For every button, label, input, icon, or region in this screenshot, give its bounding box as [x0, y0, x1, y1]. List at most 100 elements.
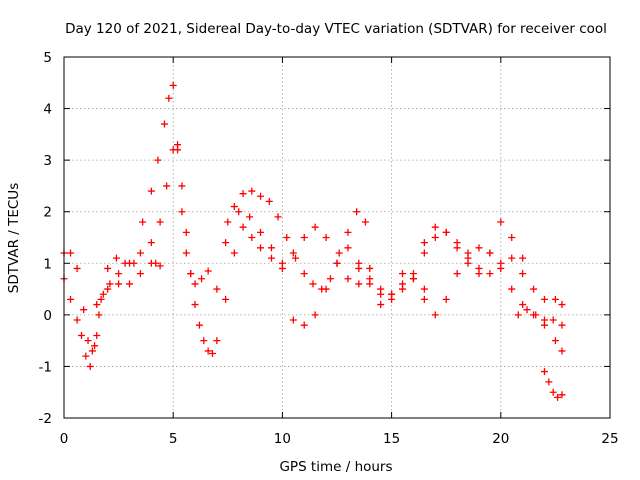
data-point: [274, 213, 282, 221]
data-point: [115, 270, 123, 278]
data-point: [147, 187, 155, 195]
data-point: [508, 254, 516, 262]
data-point: [147, 239, 155, 247]
data-point: [540, 295, 548, 303]
data-point: [195, 321, 203, 329]
data-point: [377, 301, 385, 309]
data-point: [300, 321, 308, 329]
data-point: [191, 301, 199, 309]
data-point: [530, 285, 538, 293]
data-point: [420, 295, 428, 303]
series-track-3: [213, 187, 369, 293]
series-track-4: [224, 208, 374, 288]
series-track-8: [420, 218, 527, 278]
data-point: [326, 275, 334, 283]
data-point: [97, 295, 105, 303]
data-point: [230, 203, 238, 211]
data-point: [366, 275, 374, 283]
y-tick-label: 4: [43, 102, 52, 118]
data-point: [453, 244, 461, 252]
data-point: [300, 234, 308, 241]
data-point: [514, 311, 522, 319]
data-points: [60, 81, 566, 401]
data-point: [265, 197, 273, 205]
data-point: [344, 275, 352, 283]
data-point: [235, 208, 243, 216]
data-point: [519, 254, 527, 262]
data-point: [344, 244, 352, 252]
data-point: [204, 267, 212, 275]
data-point: [475, 244, 483, 252]
data-point: [322, 234, 330, 241]
data-point: [112, 254, 120, 262]
y-tick-label: 0: [43, 308, 52, 324]
x-tick-label: 10: [274, 431, 291, 447]
data-point: [224, 218, 232, 226]
data-point: [486, 270, 494, 278]
data-point: [126, 259, 134, 267]
data-point: [154, 156, 162, 164]
data-point: [163, 182, 171, 190]
data-point: [508, 285, 516, 293]
y-tick-label: -2: [39, 411, 52, 427]
y-axis-label: SDTVAR / TECUs: [6, 183, 22, 293]
data-point: [248, 234, 256, 241]
data-point: [257, 228, 265, 236]
x-tick-label: 0: [60, 431, 69, 447]
data-point: [366, 264, 374, 272]
series-track-1: [60, 81, 212, 355]
data-point: [300, 270, 308, 278]
data-point: [309, 280, 317, 288]
series-track-10: [540, 368, 566, 401]
y-tick-label: 3: [43, 153, 52, 169]
x-axis-label: GPS time / hours: [279, 459, 392, 475]
data-point: [278, 259, 286, 267]
data-point: [156, 262, 164, 270]
data-point: [88, 347, 96, 355]
data-point: [246, 213, 254, 221]
data-point: [139, 218, 147, 226]
data-point: [248, 187, 256, 195]
data-point: [549, 316, 557, 324]
y-tick-label: -1: [39, 359, 52, 375]
data-point: [84, 337, 92, 345]
data-point: [126, 280, 134, 288]
data-point: [355, 280, 363, 288]
data-point: [289, 249, 297, 257]
data-point: [353, 208, 361, 216]
data-point: [554, 393, 562, 401]
data-point: [160, 120, 168, 128]
data-point: [420, 285, 428, 293]
data-point: [420, 239, 428, 247]
data-point: [257, 192, 265, 200]
data-point: [497, 264, 505, 272]
series-track-9: [514, 306, 566, 329]
series-track-11: [93, 259, 164, 309]
data-point: [156, 218, 164, 226]
data-point: [377, 285, 385, 293]
data-point: [355, 264, 363, 272]
data-point: [322, 285, 330, 293]
data-point: [178, 208, 186, 216]
data-point: [222, 295, 230, 303]
grid-lines: [64, 57, 610, 418]
chart-title: Day 120 of 2021, Sidereal Day-to-day VTE…: [65, 21, 607, 37]
data-point: [222, 239, 230, 247]
data-point: [93, 331, 101, 339]
data-point: [73, 264, 81, 272]
data-point: [165, 94, 173, 102]
data-point: [230, 249, 238, 257]
data-point: [267, 254, 275, 262]
data-point: [267, 244, 275, 252]
data-point: [178, 182, 186, 190]
data-point: [540, 368, 548, 376]
data-point: [464, 259, 472, 267]
data-point: [545, 378, 553, 386]
data-point: [198, 275, 206, 283]
data-point: [551, 337, 559, 345]
data-point: [152, 259, 160, 267]
data-point: [93, 301, 101, 309]
data-point: [283, 234, 291, 241]
data-point: [182, 249, 190, 257]
data-point: [442, 228, 450, 236]
